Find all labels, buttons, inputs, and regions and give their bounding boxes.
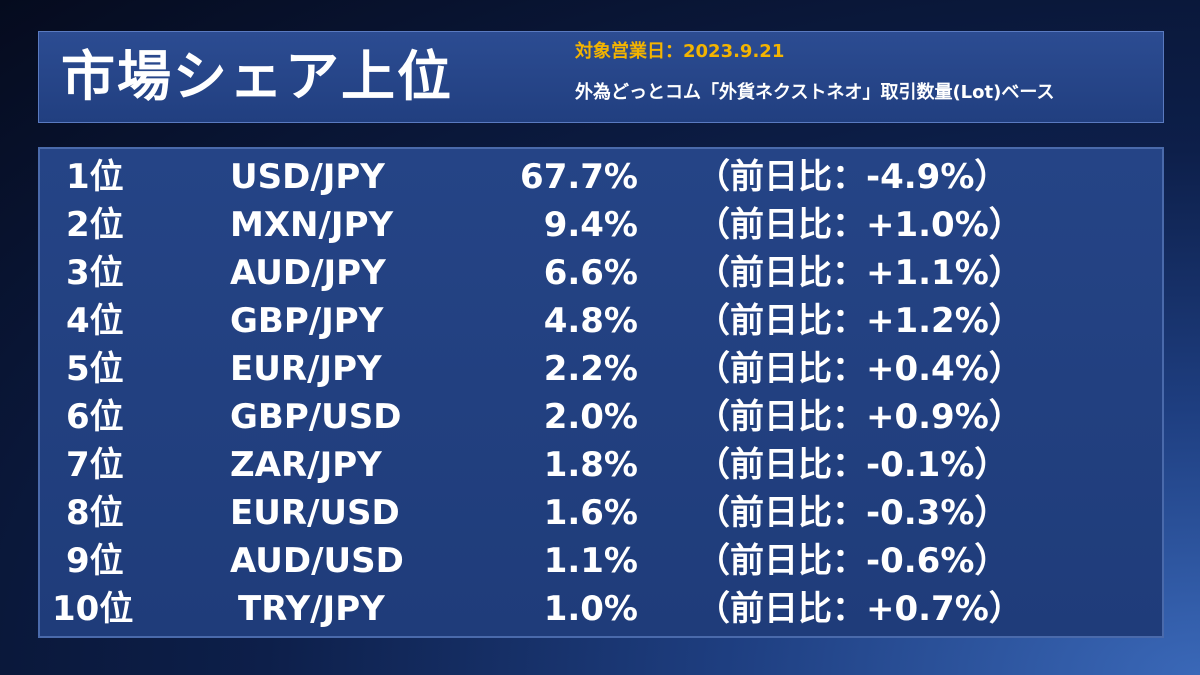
market-share: 1.6% <box>543 493 638 533</box>
day-change: （前日比：-4.9%） <box>696 157 1009 197</box>
ranking-row: 1位 USD/JPY 67.7% （前日比：-4.9%） <box>40 153 1162 201</box>
rank-label: 10位 <box>52 589 134 629</box>
rank-label: 8位 <box>66 493 124 533</box>
rank-label: 5位 <box>66 349 124 389</box>
data-source-note: 外為どっとコム「外貨ネクストネオ」取引数量(Lot)ベース <box>575 82 1055 103</box>
rank-label: 7位 <box>66 445 124 485</box>
currency-pair: EUR/USD <box>230 493 400 533</box>
day-change: （前日比：+1.1%） <box>696 253 1023 293</box>
market-share: 67.7% <box>520 157 638 197</box>
ranking-row: 3位 AUD/JPY 6.6% （前日比：+1.1%） <box>40 249 1162 297</box>
ranking-row: 8位 EUR/USD 1.6% （前日比：-0.3%） <box>40 489 1162 537</box>
market-share: 1.8% <box>543 445 638 485</box>
rank-label: 3位 <box>66 253 124 293</box>
day-change: （前日比：+1.2%） <box>696 301 1023 341</box>
ranking-row: 4位 GBP/JPY 4.8% （前日比：+1.2%） <box>40 297 1162 345</box>
market-share: 4.8% <box>543 301 638 341</box>
currency-pair: USD/JPY <box>230 157 385 197</box>
rank-label: 2位 <box>66 205 124 245</box>
business-date: 対象営業日：2023.9.21 <box>575 41 785 62</box>
day-change: （前日比：+0.9%） <box>696 397 1023 437</box>
currency-pair: EUR/JPY <box>230 349 382 389</box>
currency-pair: ZAR/JPY <box>230 445 382 485</box>
ranking-row: 10位 TRY/JPY 1.0% （前日比：+0.7%） <box>40 585 1162 633</box>
day-change: （前日比：-0.3%） <box>696 493 1009 533</box>
currency-pair: GBP/USD <box>230 397 402 437</box>
market-share: 2.0% <box>543 397 638 437</box>
ranking-row: 5位 EUR/JPY 2.2% （前日比：+0.4%） <box>40 345 1162 393</box>
ranking-row: 9位 AUD/USD 1.1% （前日比：-0.6%） <box>40 537 1162 585</box>
currency-pair: MXN/JPY <box>230 205 394 245</box>
rank-label: 4位 <box>66 301 124 341</box>
ranking-row: 7位 ZAR/JPY 1.8% （前日比：-0.1%） <box>40 441 1162 489</box>
day-change: （前日比：-0.6%） <box>696 541 1009 581</box>
title-banner: 市場シェア上位 対象営業日：2023.9.21 外為どっとコム「外貨ネクストネオ… <box>38 31 1164 123</box>
market-share: 1.1% <box>543 541 638 581</box>
rank-label: 6位 <box>66 397 124 437</box>
ranking-row: 2位 MXN/JPY 9.4% （前日比：+1.0%） <box>40 201 1162 249</box>
currency-pair: GBP/JPY <box>230 301 384 341</box>
ranking-panel: 1位 USD/JPY 67.7% （前日比：-4.9%） 2位 MXN/JPY … <box>38 147 1164 638</box>
day-change: （前日比：+0.7%） <box>696 589 1023 629</box>
rank-label: 9位 <box>66 541 124 581</box>
day-change: （前日比：-0.1%） <box>696 445 1009 485</box>
currency-pair: TRY/JPY <box>238 589 385 629</box>
day-change: （前日比：+1.0%） <box>696 205 1023 245</box>
currency-pair: AUD/JPY <box>230 253 386 293</box>
market-share: 6.6% <box>543 253 638 293</box>
market-share: 2.2% <box>543 349 638 389</box>
page-title: 市場シェア上位 <box>61 45 453 108</box>
currency-pair: AUD/USD <box>230 541 404 581</box>
market-share: 1.0% <box>543 589 638 629</box>
ranking-row: 6位 GBP/USD 2.0% （前日比：+0.9%） <box>40 393 1162 441</box>
market-share: 9.4% <box>543 205 638 245</box>
day-change: （前日比：+0.4%） <box>696 349 1023 389</box>
rank-label: 1位 <box>66 157 124 197</box>
